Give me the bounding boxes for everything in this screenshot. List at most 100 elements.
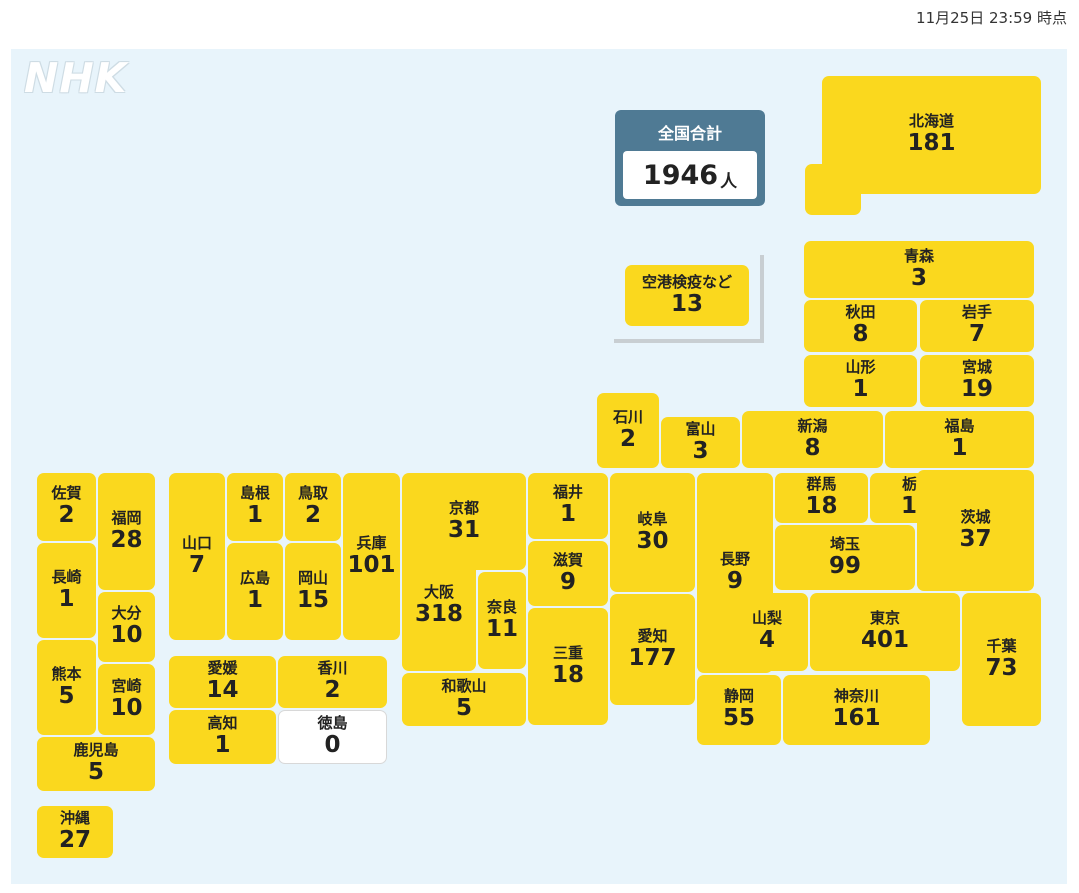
- prefecture-name: 群馬: [806, 475, 837, 494]
- total-unit: 人: [720, 171, 738, 192]
- prefecture-name: 秋田: [845, 303, 876, 322]
- prefecture-name: 埼玉: [829, 534, 860, 553]
- prefecture-count: 8: [852, 321, 869, 348]
- prefecture-23: 広島 1: [227, 543, 283, 640]
- prefecture-name: 鹿児島: [73, 741, 119, 760]
- prefecture-count: 14: [206, 677, 239, 704]
- prefecture-count: 318: [414, 601, 463, 628]
- prefecture-22: 鳥取 2: [285, 473, 341, 541]
- prefecture-name: 宮城: [961, 358, 992, 377]
- prefecture-count: 99: [828, 552, 861, 579]
- prefecture-name: 愛知: [637, 626, 668, 645]
- prefecture-5: 岩手 7: [920, 300, 1034, 352]
- prefecture-15: 大分 10: [98, 592, 155, 662]
- prefecture-count: 5: [455, 694, 472, 721]
- prefecture-name: 岡山: [297, 568, 328, 587]
- prefecture-count: 401: [860, 627, 909, 654]
- prefecture-count: 7: [188, 551, 205, 578]
- prefecture-count: 161: [832, 705, 881, 732]
- prefecture-6: 山形 1: [804, 355, 917, 407]
- prefecture-count: 181: [907, 130, 956, 157]
- prefecture-24: 岡山 15: [285, 543, 341, 640]
- prefecture-count: 2: [619, 425, 636, 452]
- prefecture-name: 高知: [207, 714, 238, 733]
- prefecture-count: 2: [304, 502, 321, 529]
- prefecture-count: 37: [959, 525, 992, 552]
- prefecture-count: 2: [58, 502, 75, 529]
- prefecture-name: 長野: [719, 550, 750, 569]
- prefecture-count: 27: [58, 827, 91, 854]
- prefecture-3: 青森 3: [804, 241, 1034, 298]
- prefecture-name: 福島: [944, 416, 975, 435]
- prefecture-name: 福岡: [111, 508, 142, 527]
- prefecture-name: 山梨: [751, 609, 782, 628]
- prefecture-count: 28: [110, 526, 143, 553]
- prefecture-16: 熊本 5: [37, 640, 96, 735]
- prefecture-count: 8: [804, 434, 821, 461]
- prefecture-count: 4: [758, 627, 775, 654]
- prefecture-count: 18: [551, 661, 584, 688]
- prefecture-48: 神奈川 161: [783, 675, 930, 745]
- prefecture-28: 高知 1: [169, 710, 276, 764]
- prefecture-44: 山梨 4: [726, 593, 808, 671]
- prefecture-count: 3: [910, 264, 927, 291]
- prefecture-count: 1: [559, 501, 576, 528]
- prefecture-13: 福岡 28: [98, 473, 155, 590]
- prefecture-name: 広島: [239, 568, 270, 587]
- prefecture-name: 茨城: [960, 507, 991, 526]
- prefecture-name: 千葉: [986, 636, 1017, 655]
- prefecture-count: 177: [628, 644, 677, 671]
- prefecture-count: 5: [87, 759, 104, 786]
- airport-divider-horizontal: [614, 339, 764, 343]
- prefecture-name: 徳島: [317, 714, 348, 733]
- prefecture-name: 三重: [552, 643, 583, 662]
- prefecture-count: 9: [559, 568, 576, 595]
- prefecture-count: 11: [485, 615, 518, 642]
- prefecture-name: 石川: [612, 407, 643, 426]
- prefecture-name: 滋賀: [552, 550, 583, 569]
- prefecture-count: 31: [447, 516, 480, 543]
- total-count: 1946: [642, 159, 719, 191]
- prefecture-count: 19: [960, 376, 993, 403]
- prefecture-name: 大分: [111, 604, 142, 623]
- prefecture-count: 0: [324, 732, 341, 759]
- prefecture-name: 富山: [685, 419, 716, 438]
- prefecture-2: 空港検疫など 13: [625, 265, 749, 326]
- prefecture-count: 3: [692, 437, 709, 464]
- prefecture-20: 山口 7: [169, 473, 225, 640]
- prefecture-name: 東京: [869, 609, 900, 628]
- prefecture-25: 兵庫 101: [343, 473, 400, 640]
- airport-divider-vertical: [760, 255, 764, 343]
- prefecture-name: 長崎: [51, 567, 82, 586]
- prefecture-name: 奈良: [486, 597, 517, 616]
- prefecture-count: 1: [951, 434, 968, 461]
- prefecture-18: 鹿児島 5: [37, 737, 155, 791]
- prefecture-count: 1: [246, 586, 263, 613]
- prefecture-count: 1: [58, 585, 75, 612]
- prefecture-name: 静岡: [723, 687, 754, 706]
- prefecture-40: 群馬 18: [775, 473, 868, 523]
- prefecture-name: 福井: [552, 483, 583, 502]
- prefecture-count: 18: [805, 493, 838, 520]
- prefecture-name: 宮崎: [111, 676, 142, 695]
- prefecture-4: 秋田 8: [804, 300, 917, 352]
- prefecture-21: 島根 1: [227, 473, 283, 541]
- prefecture-1: 北海道 181: [822, 76, 1041, 194]
- prefecture-name: 熊本: [51, 664, 82, 683]
- timestamp: 11月25日 23:59 時点: [916, 9, 1067, 27]
- prefecture-name: 沖縄: [59, 809, 90, 828]
- prefecture-count: 13: [670, 290, 703, 317]
- prefecture-name: 青森: [903, 246, 934, 265]
- prefecture-12: 佐賀 2: [37, 473, 96, 541]
- prefecture-count: 10: [110, 694, 143, 721]
- prefecture-name: 大阪: [423, 583, 454, 602]
- prefecture-46: 千葉 73: [962, 593, 1041, 726]
- prefecture-name: 山形: [845, 358, 876, 377]
- prefecture-count: 1: [246, 502, 263, 529]
- prefecture-47: 静岡 55: [697, 675, 781, 745]
- prefecture-36: 三重 18: [528, 608, 608, 725]
- prefecture-32: 奈良 11: [478, 572, 526, 669]
- prefecture-count: 30: [636, 527, 669, 554]
- prefecture-name: 和歌山: [441, 676, 487, 695]
- prefecture-27: 香川 2: [278, 656, 387, 708]
